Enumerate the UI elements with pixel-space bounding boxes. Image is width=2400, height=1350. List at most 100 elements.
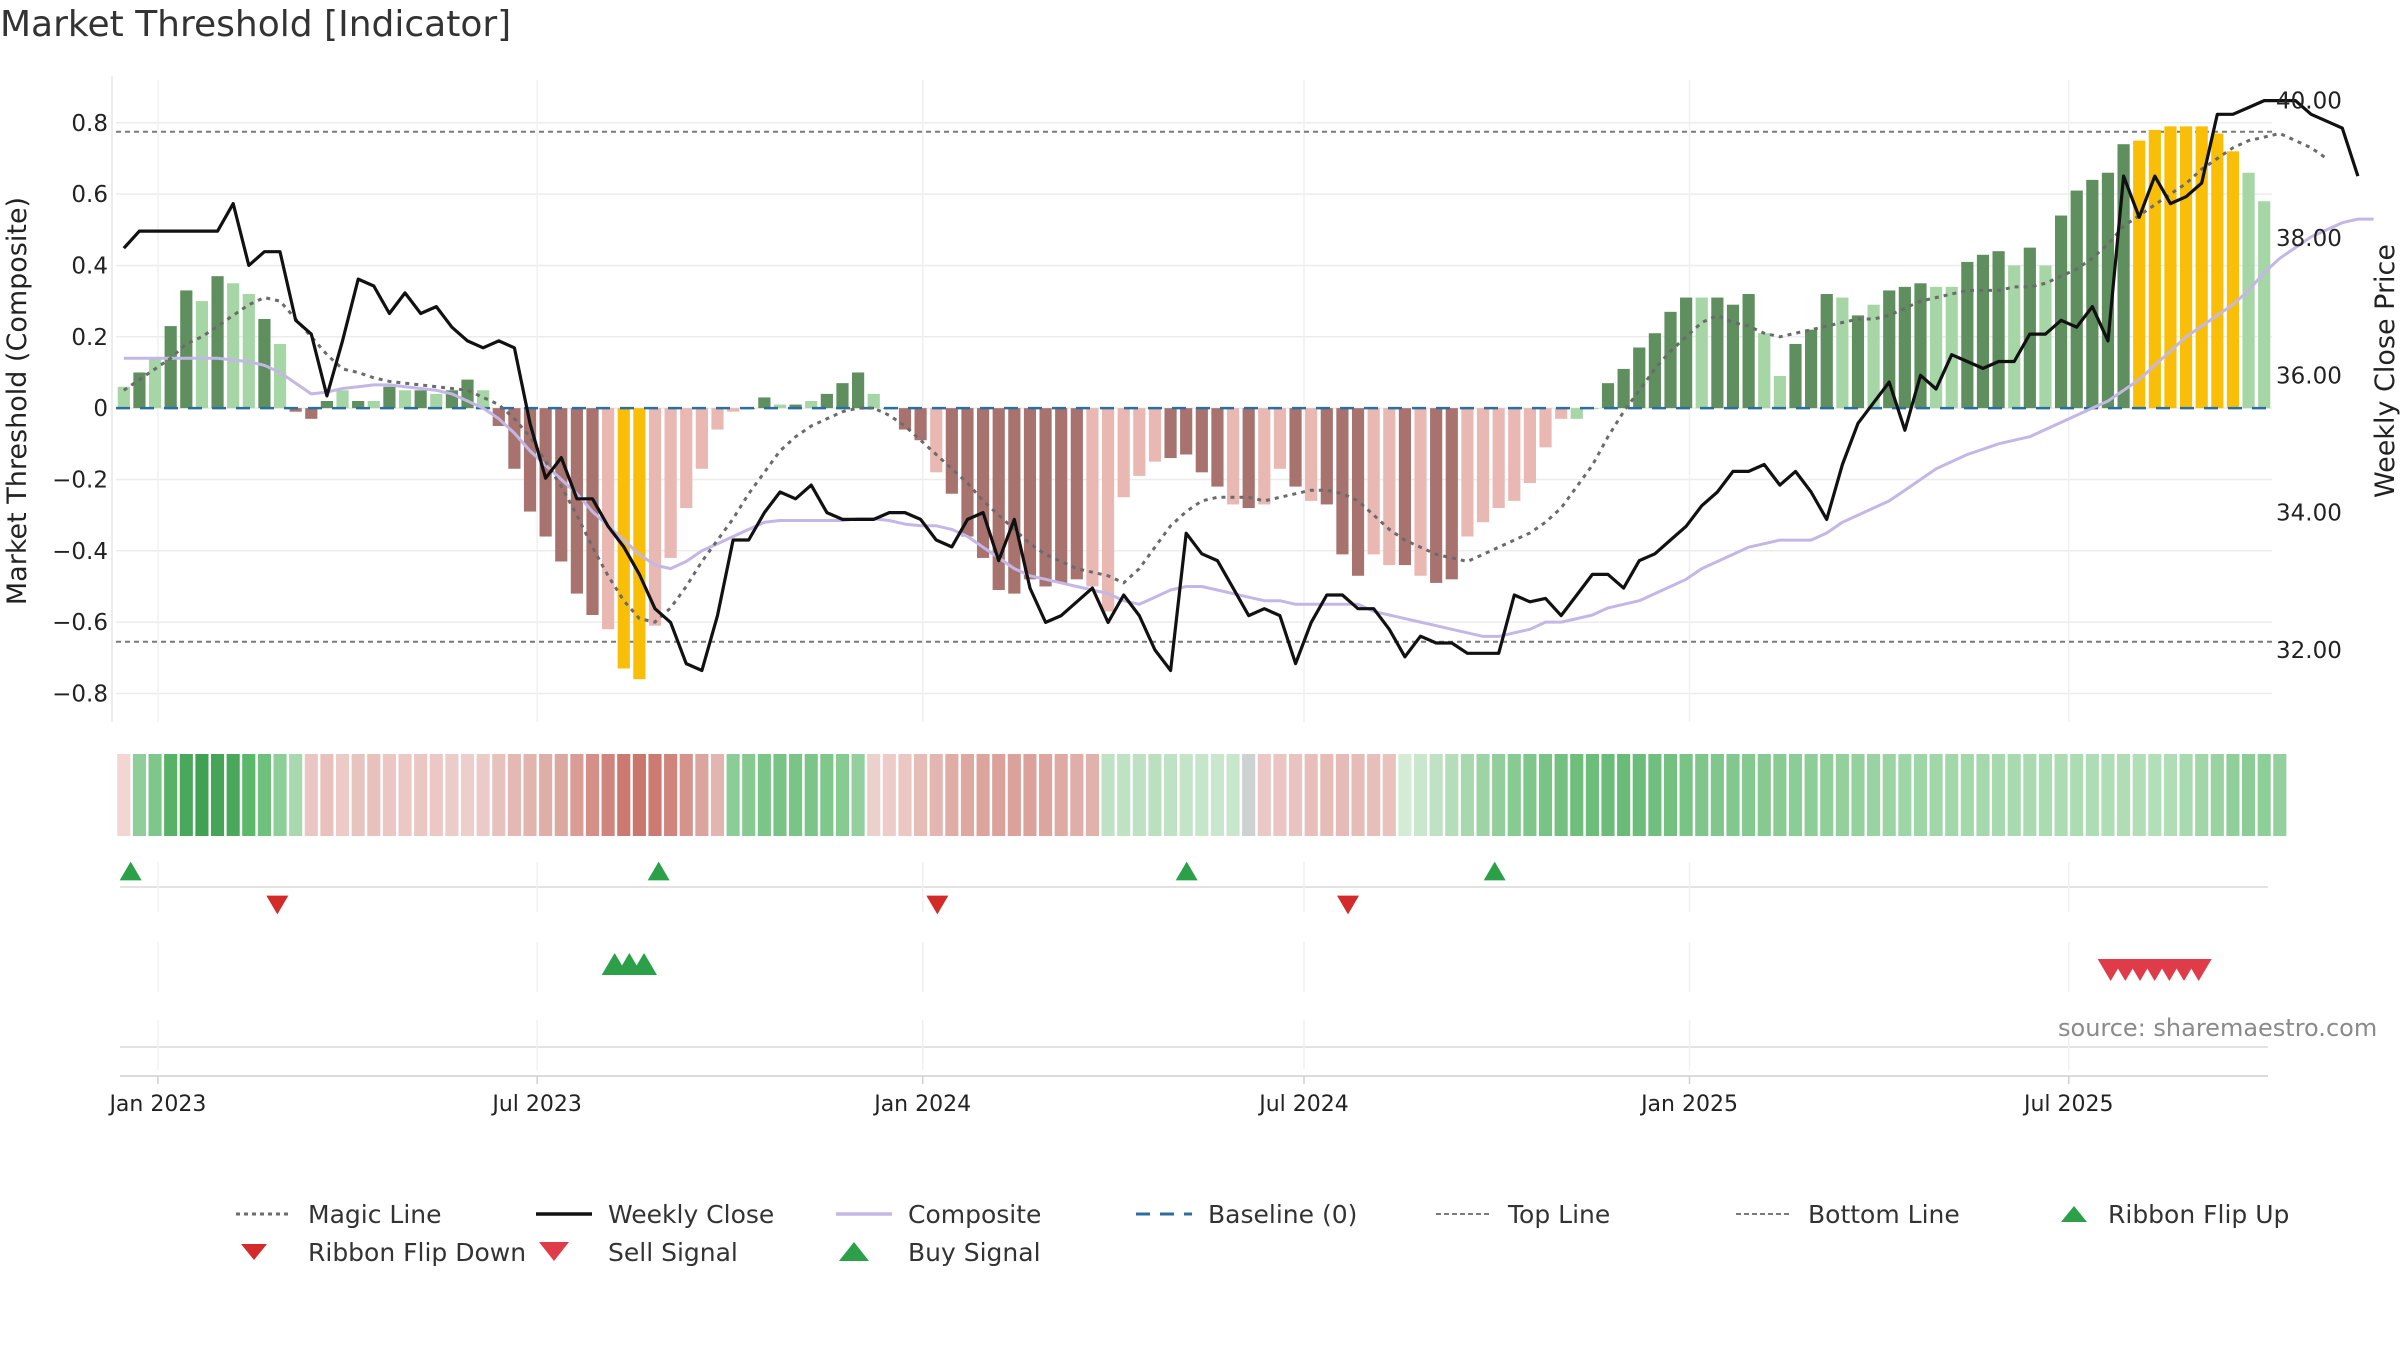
composite-bar	[539, 408, 552, 537]
ribbon-cell	[1351, 754, 1365, 836]
ribbon-cell	[1382, 754, 1396, 836]
ribbon-cell	[2273, 754, 2287, 836]
ribbon-cell	[992, 754, 1006, 836]
chart-title: Market Threshold [Indicator]	[0, 4, 512, 45]
ribbon-cell	[210, 754, 225, 836]
composite-bar	[727, 408, 740, 412]
composite-bar	[1492, 408, 1505, 508]
ribbon-cell	[1242, 754, 1256, 836]
ribbon-cell	[2085, 754, 2099, 836]
composite-bar	[1305, 408, 1318, 501]
composite-bar	[1461, 408, 1474, 537]
ribbon-cell	[445, 754, 459, 836]
ribbon-cell	[1195, 754, 1209, 836]
composite-bar	[1742, 294, 1755, 409]
ribbon-cell	[1492, 754, 1506, 836]
composite-bar	[1430, 408, 1443, 583]
ribbon-cell	[2148, 754, 2162, 836]
composite-bar	[1008, 408, 1021, 594]
composite-bar	[320, 401, 334, 409]
composite-bar	[1633, 347, 1646, 409]
composite-bar	[211, 276, 224, 409]
legend: Magic Line Weekly Close Composite Baseli…	[220, 1196, 2360, 1286]
ribbon-cell	[929, 754, 943, 836]
composite-bar	[383, 386, 396, 409]
composite-bar	[1680, 297, 1693, 409]
legend-label: Top Line	[1508, 1199, 1611, 1229]
ribbon-cell	[1788, 754, 1803, 836]
ribbon-cell	[1617, 754, 1631, 836]
composite-bar	[1180, 408, 1193, 455]
ribbon-cell	[632, 754, 646, 836]
composite-bar	[992, 408, 1005, 591]
composite-bar	[1758, 333, 1771, 409]
ribbon-cell	[2007, 754, 2021, 836]
ribbon-cell	[648, 754, 662, 836]
ribbon-cell	[1023, 754, 1037, 836]
composite-bar	[1055, 408, 1068, 583]
composite-bar	[1351, 408, 1365, 576]
composite-bar	[227, 283, 240, 409]
ribbon-cell	[382, 754, 396, 836]
y-tick-label: 0.4	[71, 253, 108, 279]
ribbon-cell	[351, 754, 365, 836]
composite-bar	[602, 408, 615, 630]
ribbon-cell	[1210, 754, 1224, 836]
composite-bar	[1101, 408, 1115, 612]
composite-bar	[1148, 408, 1162, 462]
composite-bar	[1789, 343, 1802, 409]
ribbon-cell	[945, 754, 959, 836]
baseline-swatch-icon	[1136, 1212, 1192, 1216]
composite-bar	[1695, 297, 1708, 409]
bottom-line-swatch-icon	[1736, 1213, 1792, 1215]
composite-bar	[1570, 408, 1583, 419]
y-tick-label: −0.8	[52, 681, 108, 707]
ribbon-cell	[1445, 754, 1459, 836]
composite-bar	[398, 390, 412, 409]
ribbon-cell	[742, 754, 756, 836]
composite-bar	[1820, 294, 1833, 409]
ribbon-flip-down-marker	[926, 895, 949, 915]
composite-bar	[2039, 265, 2052, 409]
composite-bar	[1476, 408, 1490, 523]
y-tick-label: 0.6	[71, 182, 108, 208]
legend-label: Composite	[908, 1199, 1042, 1229]
ribbon-cell	[2242, 754, 2256, 836]
composite-bar	[1898, 286, 1911, 409]
y-tick-label: 0.8	[71, 111, 108, 137]
legend-label: Baseline (0)	[1208, 1199, 1358, 1229]
ribbon-cell	[882, 754, 896, 836]
ribbon-cell	[1820, 754, 1834, 836]
composite-bar	[648, 408, 662, 626]
ribbon-cell	[1898, 754, 1912, 836]
ribbon-cell	[179, 754, 193, 836]
ribbon-cell	[242, 754, 256, 836]
ribbon-cell	[1523, 754, 1537, 836]
composite-bar	[1367, 408, 1380, 555]
legend-label: Weekly Close	[608, 1199, 775, 1229]
y2-tick-label: 40.00	[2276, 89, 2342, 115]
ribbon-cell	[2257, 754, 2271, 836]
composite-bar	[2054, 215, 2068, 409]
x-tick-label: Jul 2023	[490, 1092, 582, 1117]
x-tick-label: Jan 2024	[872, 1092, 971, 1117]
ribbon-cell	[1335, 754, 1349, 836]
ribbon-cell	[429, 754, 443, 836]
ribbon-cell	[2163, 754, 2178, 836]
ribbon-cell	[1945, 754, 1959, 836]
ribbon-cell	[1148, 754, 1162, 836]
composite-bar	[711, 408, 724, 430]
y-tick-label: 0.2	[71, 325, 108, 351]
ribbon-cell	[757, 754, 771, 836]
composite-bar	[1664, 311, 1677, 409]
ribbon-cell	[1757, 754, 1771, 836]
x-tick-label: Jan 2025	[1639, 1092, 1738, 1117]
ribbon-cell	[132, 754, 146, 836]
composite-bar	[2023, 247, 2036, 409]
ribbon-cell	[1679, 754, 1693, 836]
legend-item-top-line: Top Line	[1436, 1196, 1610, 1232]
y-axis-label: Market Threshold (Composite)	[2, 197, 33, 605]
ribbon-cell	[226, 754, 240, 836]
composite-bar	[1273, 408, 1287, 469]
legend-item-baseline: Baseline (0)	[1136, 1196, 1357, 1232]
